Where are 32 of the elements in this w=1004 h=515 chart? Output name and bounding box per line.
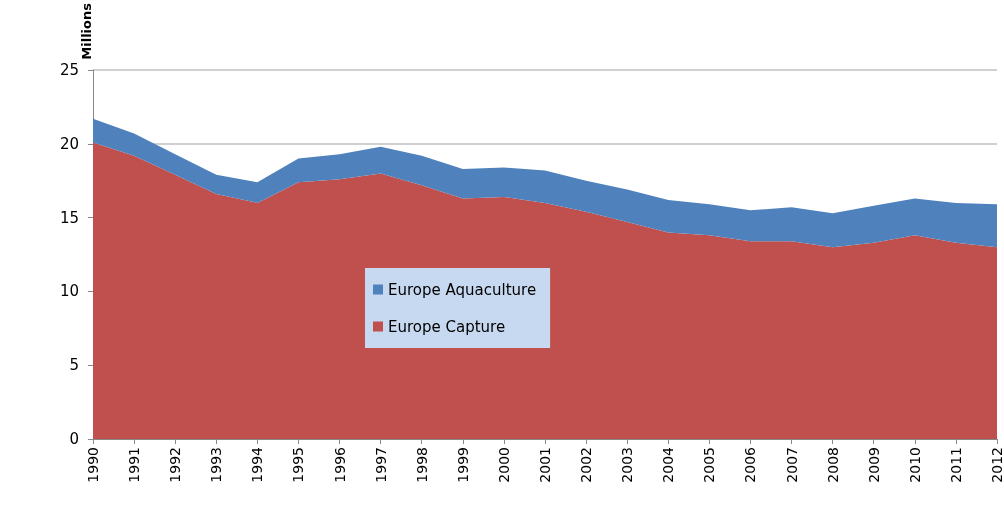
x-tick-label: 1994	[249, 446, 266, 483]
x-tick-label: 2003	[619, 447, 636, 483]
x-tick-label: 1998	[413, 447, 430, 483]
y-tick-label: 10	[59, 282, 79, 301]
x-tick-label: 2012	[989, 447, 1004, 483]
x-tick-label: 2008	[824, 447, 841, 483]
y-tick-label: 20	[59, 134, 79, 153]
x-tick-label: 2000	[495, 447, 512, 483]
x-tick-label: 1995	[290, 447, 307, 483]
y-tick-label: 15	[59, 208, 79, 227]
x-tick-label: 2007	[783, 447, 800, 483]
y-tick-label: 0	[69, 430, 79, 448]
y-tick-label: 25	[59, 61, 79, 80]
x-tick-label: 2005	[701, 447, 718, 483]
x-tick-label: 1992	[167, 447, 184, 483]
x-tick-label: 1991	[126, 447, 143, 483]
x-tick-label: 1999	[454, 447, 471, 483]
legend-label: Europe Capture	[388, 317, 506, 336]
x-tick-label: 2001	[537, 447, 553, 483]
x-tick-label: 2002	[578, 447, 595, 483]
legend-label: Europe Aquaculture	[388, 280, 537, 299]
x-tick-label: 1997	[372, 447, 389, 483]
y-tick-label: 5	[69, 356, 79, 375]
y-axis-title: Millions	[79, 2, 94, 60]
x-tick-label: 2006	[742, 446, 759, 483]
x-tick-label: 1993	[208, 447, 225, 483]
x-tick-label: 2011	[947, 447, 964, 483]
x-tick-label: 2004	[660, 446, 677, 483]
x-tick-label: 1990	[85, 447, 101, 483]
x-tick-label: 1996	[331, 446, 348, 483]
x-tick-label: 2009	[865, 447, 882, 483]
x-tick-label: 2010	[906, 447, 923, 483]
